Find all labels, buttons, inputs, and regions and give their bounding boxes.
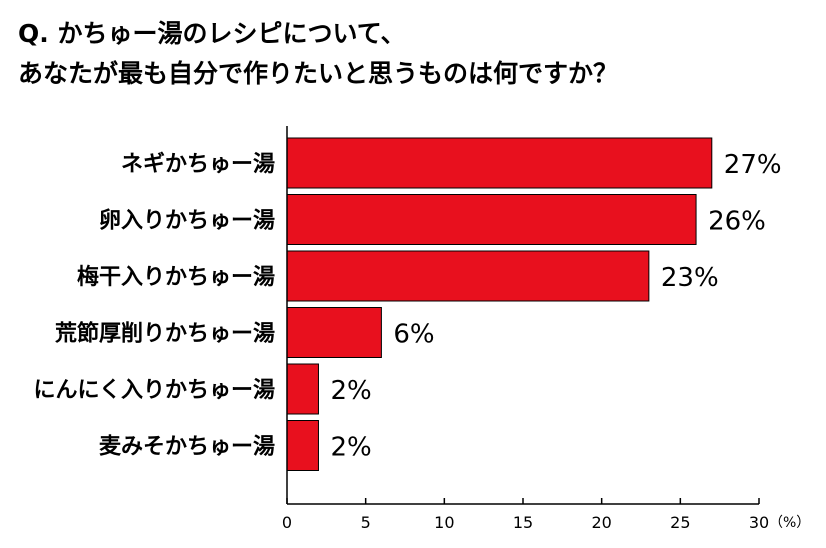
bar — [286, 307, 382, 358]
category-label: ネギかちゅー湯 — [121, 152, 275, 177]
x-unit-label: （%） — [769, 515, 810, 531]
bar — [286, 363, 319, 415]
x-tick-label: 30 — [749, 513, 769, 532]
value-label: 6% — [393, 320, 434, 350]
category-label: 卵入りかちゅー湯 — [99, 209, 275, 234]
value-label: 26% — [708, 207, 766, 237]
x-tick-label: 0 — [282, 513, 292, 532]
title-line-1: Q. かちゅー湯のレシピについて、 — [18, 19, 406, 48]
bar — [286, 420, 319, 471]
x-tick-label: 20 — [591, 513, 611, 532]
bar — [286, 250, 650, 302]
value-label: 27% — [724, 150, 782, 180]
value-label: 2% — [330, 376, 371, 406]
value-label: 23% — [661, 263, 719, 293]
title-line-2: あなたが最も自分で作りたいと思うものは何ですか？ — [18, 59, 619, 88]
x-tick-label: 10 — [434, 513, 454, 532]
x-tick-label: 5 — [361, 513, 371, 532]
category-label: 麦みそかちゅー湯 — [99, 434, 275, 460]
value-label: 2% — [330, 433, 371, 463]
chart-title: Q. かちゅー湯のレシピについて、 あなたが最も自分で作りたいと思うものは何です… — [18, 14, 618, 94]
category-label: 荒節厚削りかちゅー湯 — [55, 321, 275, 347]
bar — [286, 137, 713, 189]
x-tick-label: 15 — [513, 513, 533, 532]
category-label: にんにく入りかちゅー湯 — [33, 378, 275, 403]
bar — [286, 194, 697, 245]
category-label: 梅干入りかちゅー湯 — [77, 264, 275, 290]
x-tick-label: 25 — [670, 513, 690, 532]
